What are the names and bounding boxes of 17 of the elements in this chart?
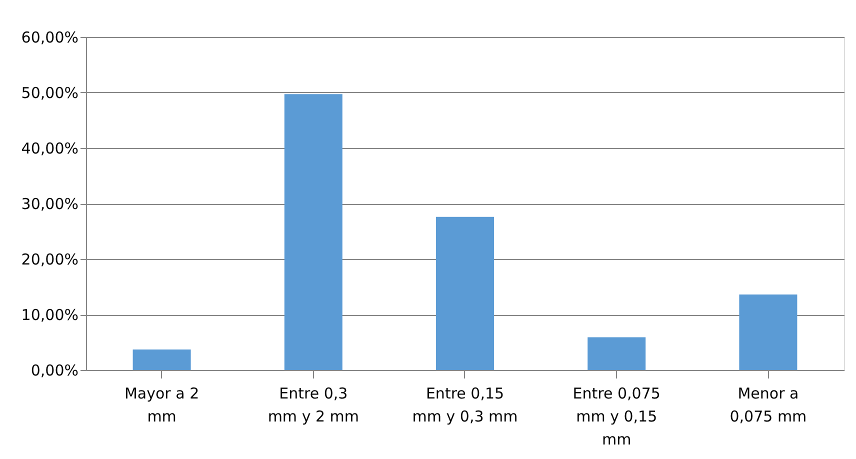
y-tick-label: 60,00% xyxy=(21,28,78,46)
bar xyxy=(284,94,342,370)
y-tick-label: 20,00% xyxy=(21,250,78,268)
x-tick-label: Menor a 0,075 mm xyxy=(730,384,807,426)
y-tick-label: 40,00% xyxy=(21,140,78,158)
y-tick-label: 50,00% xyxy=(21,84,78,102)
y-tick-label: 0,00% xyxy=(30,362,78,380)
bar xyxy=(132,349,191,370)
x-tick-label: Entre 0,075 mm y 0,15 mm xyxy=(572,384,660,448)
y-tick-label: 30,00% xyxy=(21,195,78,213)
y-tick-label: 10,00% xyxy=(21,306,78,324)
x-tick-label: Mayor a 2 mm xyxy=(124,384,200,426)
x-tick-label: Entre 0,15 mm y 0,3 mm xyxy=(412,384,518,426)
bar xyxy=(588,337,646,370)
bar xyxy=(739,294,798,370)
x-tick-label: Entre 0,3 mm y 2 mm xyxy=(268,384,359,426)
bar xyxy=(436,216,494,370)
